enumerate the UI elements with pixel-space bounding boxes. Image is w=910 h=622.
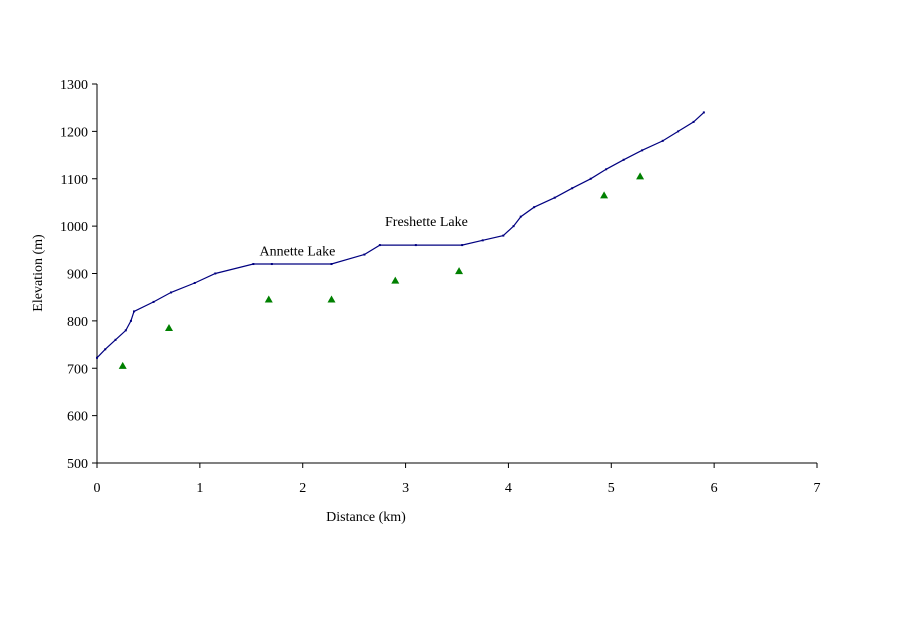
elevation-profile-point [124, 329, 127, 332]
elevation-profile-point [363, 253, 366, 256]
x-tick-label: 1 [196, 481, 203, 496]
y-tick-label: 1100 [61, 173, 88, 188]
elevation-profile-point [170, 291, 173, 294]
y-tick-label: 600 [67, 410, 88, 425]
y-tick-label: 700 [67, 362, 88, 377]
x-tick-label: 6 [711, 481, 718, 496]
measurement-series [118, 172, 645, 369]
elevation-profile-point [252, 263, 255, 266]
measurement-point [264, 295, 273, 303]
elevation-profile-point [481, 239, 484, 242]
x-tick-label: 4 [505, 481, 512, 496]
elevation-profile-point [512, 225, 515, 228]
elevation-profile-point [519, 215, 522, 218]
elevation-profile-point [641, 149, 644, 152]
y-axis [92, 83, 98, 464]
y-tick-label: 1200 [60, 125, 88, 140]
measurement-point [636, 172, 645, 180]
x-tick-label: 5 [608, 481, 615, 496]
measurement-point [391, 276, 400, 284]
elevation-profile-point [533, 206, 536, 209]
elevation-profile-point [133, 310, 136, 313]
measurement-point [327, 295, 336, 303]
elevation-profile-point [193, 281, 196, 284]
x-tick-label: 2 [299, 481, 306, 496]
elevation-profile-point [114, 338, 117, 341]
x-tick-labels: 0 1 2 3 4 5 6 7 [94, 481, 821, 496]
elevation-profile-point [661, 139, 664, 142]
elevation-profile-point [553, 196, 556, 199]
elevation-profile-point [502, 234, 505, 237]
y-tick-label: 500 [67, 457, 88, 472]
elevation-profile-point [104, 348, 107, 351]
elevation-profile-point [129, 319, 132, 322]
measurement-point [455, 267, 464, 275]
x-tick-label: 7 [814, 481, 821, 496]
measurement-point [165, 323, 173, 331]
measurement-point [118, 361, 127, 369]
lake-annotation: Annette Lake [260, 244, 336, 259]
elevation-profile-point [152, 300, 155, 303]
y-tick-labels: 500 600 700 800 900 1000 1100 1200 1300 [60, 78, 88, 472]
elevation-profile-point [702, 111, 705, 114]
elevation-profile-point [622, 158, 625, 161]
elevation-profile-point [214, 272, 217, 275]
x-tick-label: 0 [94, 481, 101, 496]
y-tick-label: 1300 [60, 78, 88, 93]
elevation-profile-point [605, 168, 608, 171]
elevation-profile-point [571, 187, 574, 190]
y-axis-title: Elevation (m) [31, 234, 46, 312]
elevation-profile-point [589, 177, 592, 180]
elevation-profile-point [330, 263, 333, 266]
elevation-profile-point [270, 263, 273, 266]
x-axis [96, 462, 818, 468]
y-tick-label: 900 [67, 268, 88, 283]
elevation-profile-point [96, 356, 98, 359]
elevation-profile-point [461, 244, 464, 247]
elevation-profile-point [677, 130, 680, 133]
elevation-profile-point [378, 244, 381, 247]
annotations: Annette Lake Freshette Lake [260, 215, 468, 259]
x-axis-title: Distance (km) [326, 510, 406, 525]
elevation-profile-line [96, 111, 705, 359]
elevation-profile-point [414, 244, 417, 247]
elevation-profile-point [692, 120, 695, 123]
lake-annotation: Freshette Lake [385, 215, 468, 230]
y-tick-label: 800 [67, 315, 88, 330]
x-tick-label: 3 [402, 481, 409, 496]
y-tick-label: 1000 [60, 220, 88, 235]
elevation-profile-series [96, 111, 705, 359]
measurement-point [600, 191, 609, 199]
